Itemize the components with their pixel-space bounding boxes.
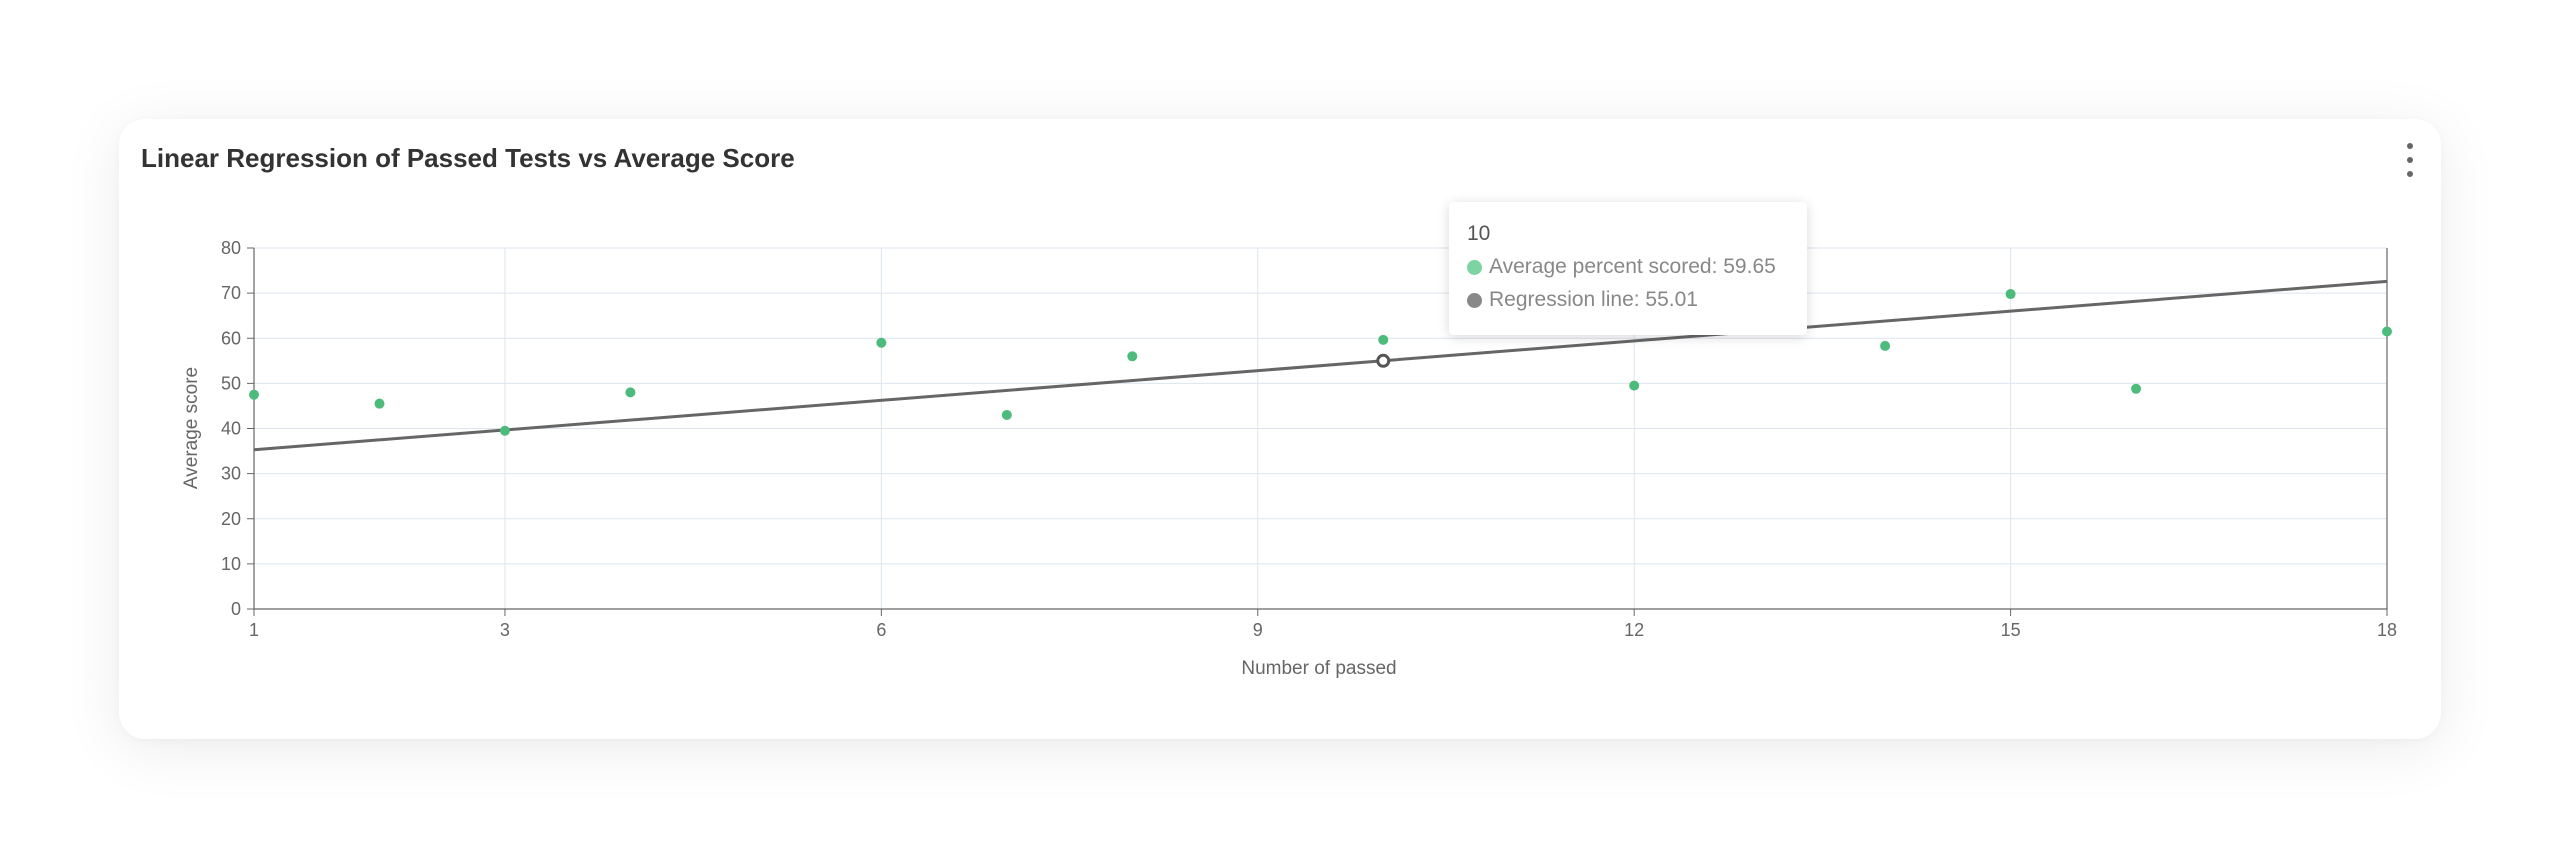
regression-line: [253, 279, 2388, 452]
tooltip-scatter-label: Average percent scored: 59.65: [1489, 255, 1776, 278]
axes: 0 10 20 30 40 50 60 70 80 1 3 6 9 12 15 18: [221, 238, 2397, 640]
y-tick-label: 30: [221, 464, 241, 484]
scatter-point[interactable]: [625, 387, 636, 398]
grid: [254, 247, 2387, 609]
scatter-point[interactable]: [1378, 334, 1389, 345]
y-tick-label: 80: [221, 238, 241, 258]
card-title: Linear Regression of Passed Tests vs Ave…: [141, 143, 795, 173]
y-tick-label: 70: [221, 283, 241, 303]
scatter-point[interactable]: [2005, 289, 2016, 300]
y-tick-label: 40: [221, 419, 241, 439]
x-tick-label: 1: [249, 620, 259, 640]
x-axis-label: Number of passed: [1241, 658, 1396, 679]
y-tick-label: 20: [221, 509, 241, 529]
scatter-point[interactable]: [2382, 326, 2392, 337]
scatter-point[interactable]: [374, 398, 385, 409]
x-tick-label: 12: [1624, 620, 1644, 640]
scatter-point[interactable]: [1880, 340, 1891, 351]
menu-dot: [2407, 143, 2413, 149]
x-tick-label: 15: [2001, 620, 2021, 640]
scatter-point[interactable]: [499, 425, 510, 436]
regression-highlight-point[interactable]: [1376, 353, 1391, 368]
tooltip-row-regression: Regression line: 55.01: [1467, 288, 1791, 312]
scatter-point[interactable]: [876, 337, 887, 348]
scatter-point[interactable]: [1629, 380, 1640, 391]
series: [249, 279, 2392, 452]
tooltip: 10 Average percent scored: 59.65 Regress…: [1449, 202, 1807, 335]
tooltip-row-scatter: Average percent scored: 59.65: [1467, 255, 1791, 279]
tooltip-regression-label: Regression line: 55.01: [1489, 288, 1698, 311]
x-tick-label: 18: [2377, 620, 2397, 640]
scatter-point[interactable]: [1127, 351, 1138, 362]
scatter-point[interactable]: [2131, 383, 2142, 394]
y-axis-label: Average score: [181, 367, 202, 489]
x-tick-label: 9: [1253, 620, 1263, 640]
tooltip-regression-dot-icon: [1467, 292, 1482, 308]
menu-dot: [2407, 171, 2413, 177]
tooltip-header: 10: [1467, 222, 1491, 245]
y-tick-label: 60: [221, 328, 241, 348]
more-vertical-icon[interactable]: [2401, 143, 2419, 177]
x-tick-label: 3: [500, 620, 510, 640]
x-tick-label: 6: [876, 620, 886, 640]
y-tick-label: 50: [221, 373, 241, 393]
tooltip-scatter-dot-icon: [1467, 259, 1482, 275]
y-tick-label: 10: [221, 554, 241, 574]
y-tick-label: 0: [231, 599, 241, 619]
menu-dot: [2407, 157, 2413, 163]
scatter-point[interactable]: [1001, 409, 1012, 420]
scatter-point[interactable]: [249, 389, 259, 400]
